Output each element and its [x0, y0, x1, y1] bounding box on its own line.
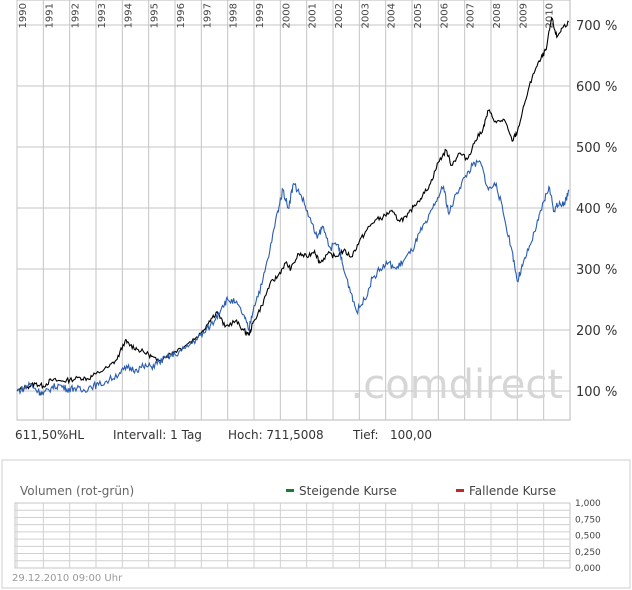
y-tick-label: 500 % [576, 141, 617, 156]
series-line-2 [16, 159, 570, 396]
y-tick-label: 300 % [576, 263, 617, 278]
x-axis-year-labels: 1990 1991 1992 1993 1994 1995 1996 1997 1998 1999… [18, 3, 556, 28]
plot-frame [16, 0, 571, 421]
volume-y-tick-label: 1,000 [575, 499, 601, 509]
year-label: 1992 [71, 3, 82, 28]
stats-row: 611,50%HL Intervall: 1 Tag Hoch: 711,500… [15, 428, 432, 442]
stat-tief-value: 100,00 [390, 428, 432, 442]
timestamp: 29.12.2010 09:00 Uhr [12, 573, 123, 584]
main-gridlines [16, 0, 571, 421]
legend-falling-swatch [456, 489, 464, 492]
legend-rising-label: Steigende Kurse [299, 484, 397, 498]
y-axis-percent-labels: 100 % 200 % 300 % 400 % 500 % 600 % 700 % [576, 19, 617, 400]
year-label: 2004 [387, 3, 398, 28]
volume-panel-border [1, 459, 631, 589]
year-label: 1999 [255, 3, 266, 28]
y-tick-label: 100 % [576, 385, 617, 400]
volume-gridlines [14, 502, 571, 569]
legend-rising-swatch [286, 489, 294, 492]
volume-title: Volumen (rot-grün) [20, 484, 134, 498]
year-label: 1996 [176, 3, 187, 28]
volume-chart: Volumen (rot-grün) Steigende Kurse Falle… [1, 459, 631, 589]
year-label: 2010 [545, 3, 556, 28]
year-label: 2009 [518, 3, 529, 28]
volume-plot-frame [14, 502, 571, 569]
stat-hoch: Hoch: 711,5008 [228, 428, 324, 442]
year-label: 2006 [439, 3, 450, 28]
y-tick-label: 600 % [576, 80, 617, 95]
year-label: 1994 [123, 3, 134, 28]
y-tick-label: 700 % [576, 19, 617, 34]
stat-intervall: Intervall: 1 Tag [113, 428, 202, 442]
year-label: 2003 [360, 3, 371, 28]
y-tick-label: 400 % [576, 202, 617, 217]
series-line-1 [16, 16, 570, 392]
year-label: 2005 [413, 3, 424, 28]
year-label: 1998 [229, 3, 240, 28]
year-label: 1993 [97, 3, 108, 28]
year-label: 2002 [334, 3, 345, 28]
volume-y-tick-label: 0,500 [575, 532, 601, 542]
year-label: 1991 [44, 3, 55, 28]
year-label: 2008 [492, 3, 503, 28]
year-label: 1997 [202, 3, 213, 28]
y-tick-label: 200 % [576, 324, 617, 339]
volume-y-tick-label: 0,000 [575, 564, 601, 574]
year-label: 2007 [466, 3, 477, 28]
year-label: 1995 [150, 3, 161, 28]
comdirect-watermark: .comdirect [351, 362, 564, 408]
stat-hl: 611,50%HL [15, 428, 84, 442]
volume-y-tick-label: 0,250 [575, 548, 601, 558]
volume-y-tick-label: 0,750 [575, 515, 601, 525]
year-label: 2001 [308, 3, 319, 28]
year-label: 2000 [281, 3, 292, 28]
volume-y-labels: 1,000 0,750 0,500 0,250 0,000 [575, 499, 601, 574]
year-label: 1990 [18, 3, 29, 28]
stat-tief: Tief: [352, 428, 379, 442]
series-lines [16, 16, 570, 396]
main-chart: 1990 1991 1992 1993 1994 1995 1996 1997 1998 1999… [15, 0, 617, 442]
legend-falling-label: Fallende Kurse [469, 484, 556, 498]
